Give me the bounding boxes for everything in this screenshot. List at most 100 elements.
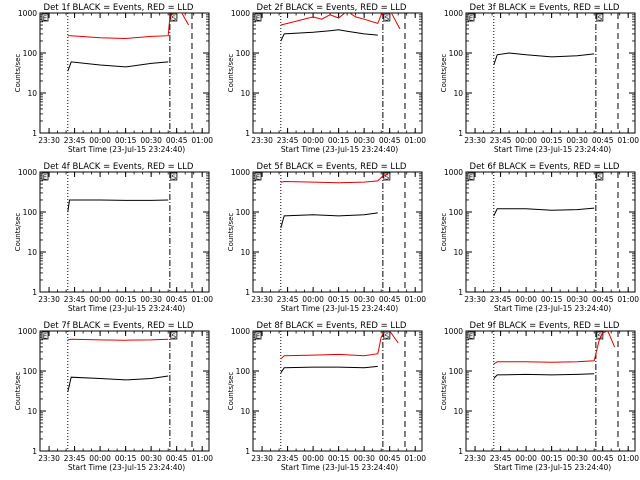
panel-title: Det 9f BLACK = Events, RED = LLD <box>470 321 620 331</box>
detector-panel: Det 5f BLACK = Events, RED = LLD 1 10 100 10… <box>227 162 426 313</box>
x-tick-label: 00:30 <box>353 454 375 463</box>
x-tick-label: 00:00 <box>515 136 537 145</box>
y-tick-label: 10 <box>240 248 250 257</box>
y-tick-label: 1 <box>32 288 37 297</box>
flag-label: E <box>469 333 473 341</box>
x-tick-label: 23:30 <box>251 295 273 304</box>
series-line <box>280 365 378 374</box>
flag-label: E <box>43 174 47 182</box>
x-tick-label: 23:45 <box>64 295 86 304</box>
x-tick-label: 23:30 <box>464 295 486 304</box>
flag-label: S <box>598 15 603 23</box>
detector-panel: Det 9f BLACK = Events, RED = LLD 1 10 100 10… <box>440 321 639 472</box>
x-tick-label: 00:15 <box>328 454 350 463</box>
x-tick-label: 00:15 <box>328 136 350 145</box>
y-tick-label: 100 <box>23 208 38 217</box>
y-tick-label: 10 <box>27 248 37 257</box>
y-tick-label: 100 <box>449 49 464 58</box>
y-tick-label: 1000 <box>444 9 463 18</box>
panel-title: Det 3f BLACK = Events, RED = LLD <box>470 3 620 13</box>
panel-title: Det 7f BLACK = Events, RED = LLD <box>44 321 194 331</box>
x-tick-label: 00:00 <box>515 454 537 463</box>
x-tick-label: 01:00 <box>191 136 213 145</box>
flag-box <box>383 331 391 340</box>
plot-frame <box>465 171 636 293</box>
panel-title: Det 8f BLACK = Events, RED = LLD <box>257 321 407 331</box>
x-tick-label: 00:45 <box>379 136 401 145</box>
y-tick-label: 100 <box>23 49 38 58</box>
flag-box <box>467 331 475 340</box>
panel-title: Det 4f BLACK = Events, RED = LLD <box>44 162 194 172</box>
x-tick-label: 23:45 <box>490 295 512 304</box>
x-tick-label: 00:45 <box>592 454 614 463</box>
series-line <box>280 13 401 30</box>
series-line <box>493 52 595 66</box>
y-tick-label: 100 <box>449 367 464 376</box>
plot-frame <box>465 12 636 134</box>
y-tick-label: 10 <box>27 89 37 98</box>
series-line <box>280 29 378 42</box>
x-tick-label: 23:30 <box>251 136 273 145</box>
flag-box <box>170 331 178 340</box>
x-tick-label: 01:00 <box>617 295 639 304</box>
panel-title: Det 2f BLACK = Events, RED = LLD <box>257 3 407 13</box>
x-tick-label: 00:30 <box>566 136 588 145</box>
x-tick-label: 00:30 <box>566 454 588 463</box>
detector-panel: Det 7f BLACK = Events, RED = LLD 1 10 100 10… <box>14 321 213 472</box>
x-axis-label: Start Time (23-Jul-15 23:24:40) <box>281 145 398 154</box>
flag-label: E <box>469 174 473 182</box>
y-tick-label: 1000 <box>18 327 37 336</box>
x-tick-label: 23:45 <box>64 454 86 463</box>
x-tick-label: 00:00 <box>89 454 111 463</box>
x-tick-label: 23:45 <box>277 454 299 463</box>
series-line <box>67 199 169 213</box>
y-tick-label: 100 <box>236 208 251 217</box>
x-tick-label: 00:45 <box>592 136 614 145</box>
x-tick-label: 00:45 <box>592 295 614 304</box>
x-tick-label: 23:30 <box>38 295 60 304</box>
x-tick-label: 00:30 <box>140 454 162 463</box>
x-tick-label: 23:45 <box>64 136 86 145</box>
x-tick-label: 01:00 <box>404 136 426 145</box>
y-tick-label: 100 <box>23 367 38 376</box>
series-line <box>67 375 169 393</box>
y-tick-label: 10 <box>453 407 463 416</box>
x-tick-label: 01:00 <box>404 454 426 463</box>
flag-label: E <box>469 15 473 23</box>
x-tick-label: 23:45 <box>277 295 299 304</box>
x-tick-label: 00:45 <box>166 136 188 145</box>
flag-box <box>41 172 49 181</box>
y-axis-label: Counts/sec <box>227 372 235 411</box>
x-tick-label: 01:00 <box>404 295 426 304</box>
plot-frame <box>252 12 423 134</box>
flag-box <box>170 13 178 22</box>
y-tick-label: 1 <box>245 447 250 456</box>
x-tick-label: 00:00 <box>302 136 324 145</box>
x-tick-label: 23:45 <box>277 136 299 145</box>
flag-label: E <box>256 174 260 182</box>
flag-box <box>254 13 262 22</box>
series-line <box>493 331 616 365</box>
y-tick-label: 10 <box>240 407 250 416</box>
plot-frame <box>39 330 210 452</box>
x-axis-label: Start Time (23-Jul-15 23:24:40) <box>494 304 611 313</box>
x-tick-label: 23:45 <box>490 454 512 463</box>
x-axis-label: Start Time (23-Jul-15 23:24:40) <box>68 304 185 313</box>
x-tick-label: 23:30 <box>38 454 60 463</box>
flag-box <box>467 13 475 22</box>
y-axis-label: Counts/sec <box>227 54 235 93</box>
y-tick-label: 100 <box>236 367 251 376</box>
flag-label: E <box>43 333 47 341</box>
x-tick-label: 00:15 <box>328 295 350 304</box>
x-tick-label: 00:00 <box>302 295 324 304</box>
x-axis-label: Start Time (23-Jul-15 23:24:40) <box>281 304 398 313</box>
series-line <box>280 331 399 360</box>
flag-label: E <box>43 15 47 23</box>
x-tick-label: 00:00 <box>89 295 111 304</box>
x-tick-label: 00:45 <box>379 295 401 304</box>
series-line <box>493 207 595 217</box>
x-tick-label: 23:45 <box>490 136 512 145</box>
x-tick-label: 00:00 <box>515 295 537 304</box>
x-axis-label: Start Time (23-Jul-15 23:24:40) <box>68 463 185 472</box>
flag-label: S <box>385 15 390 23</box>
